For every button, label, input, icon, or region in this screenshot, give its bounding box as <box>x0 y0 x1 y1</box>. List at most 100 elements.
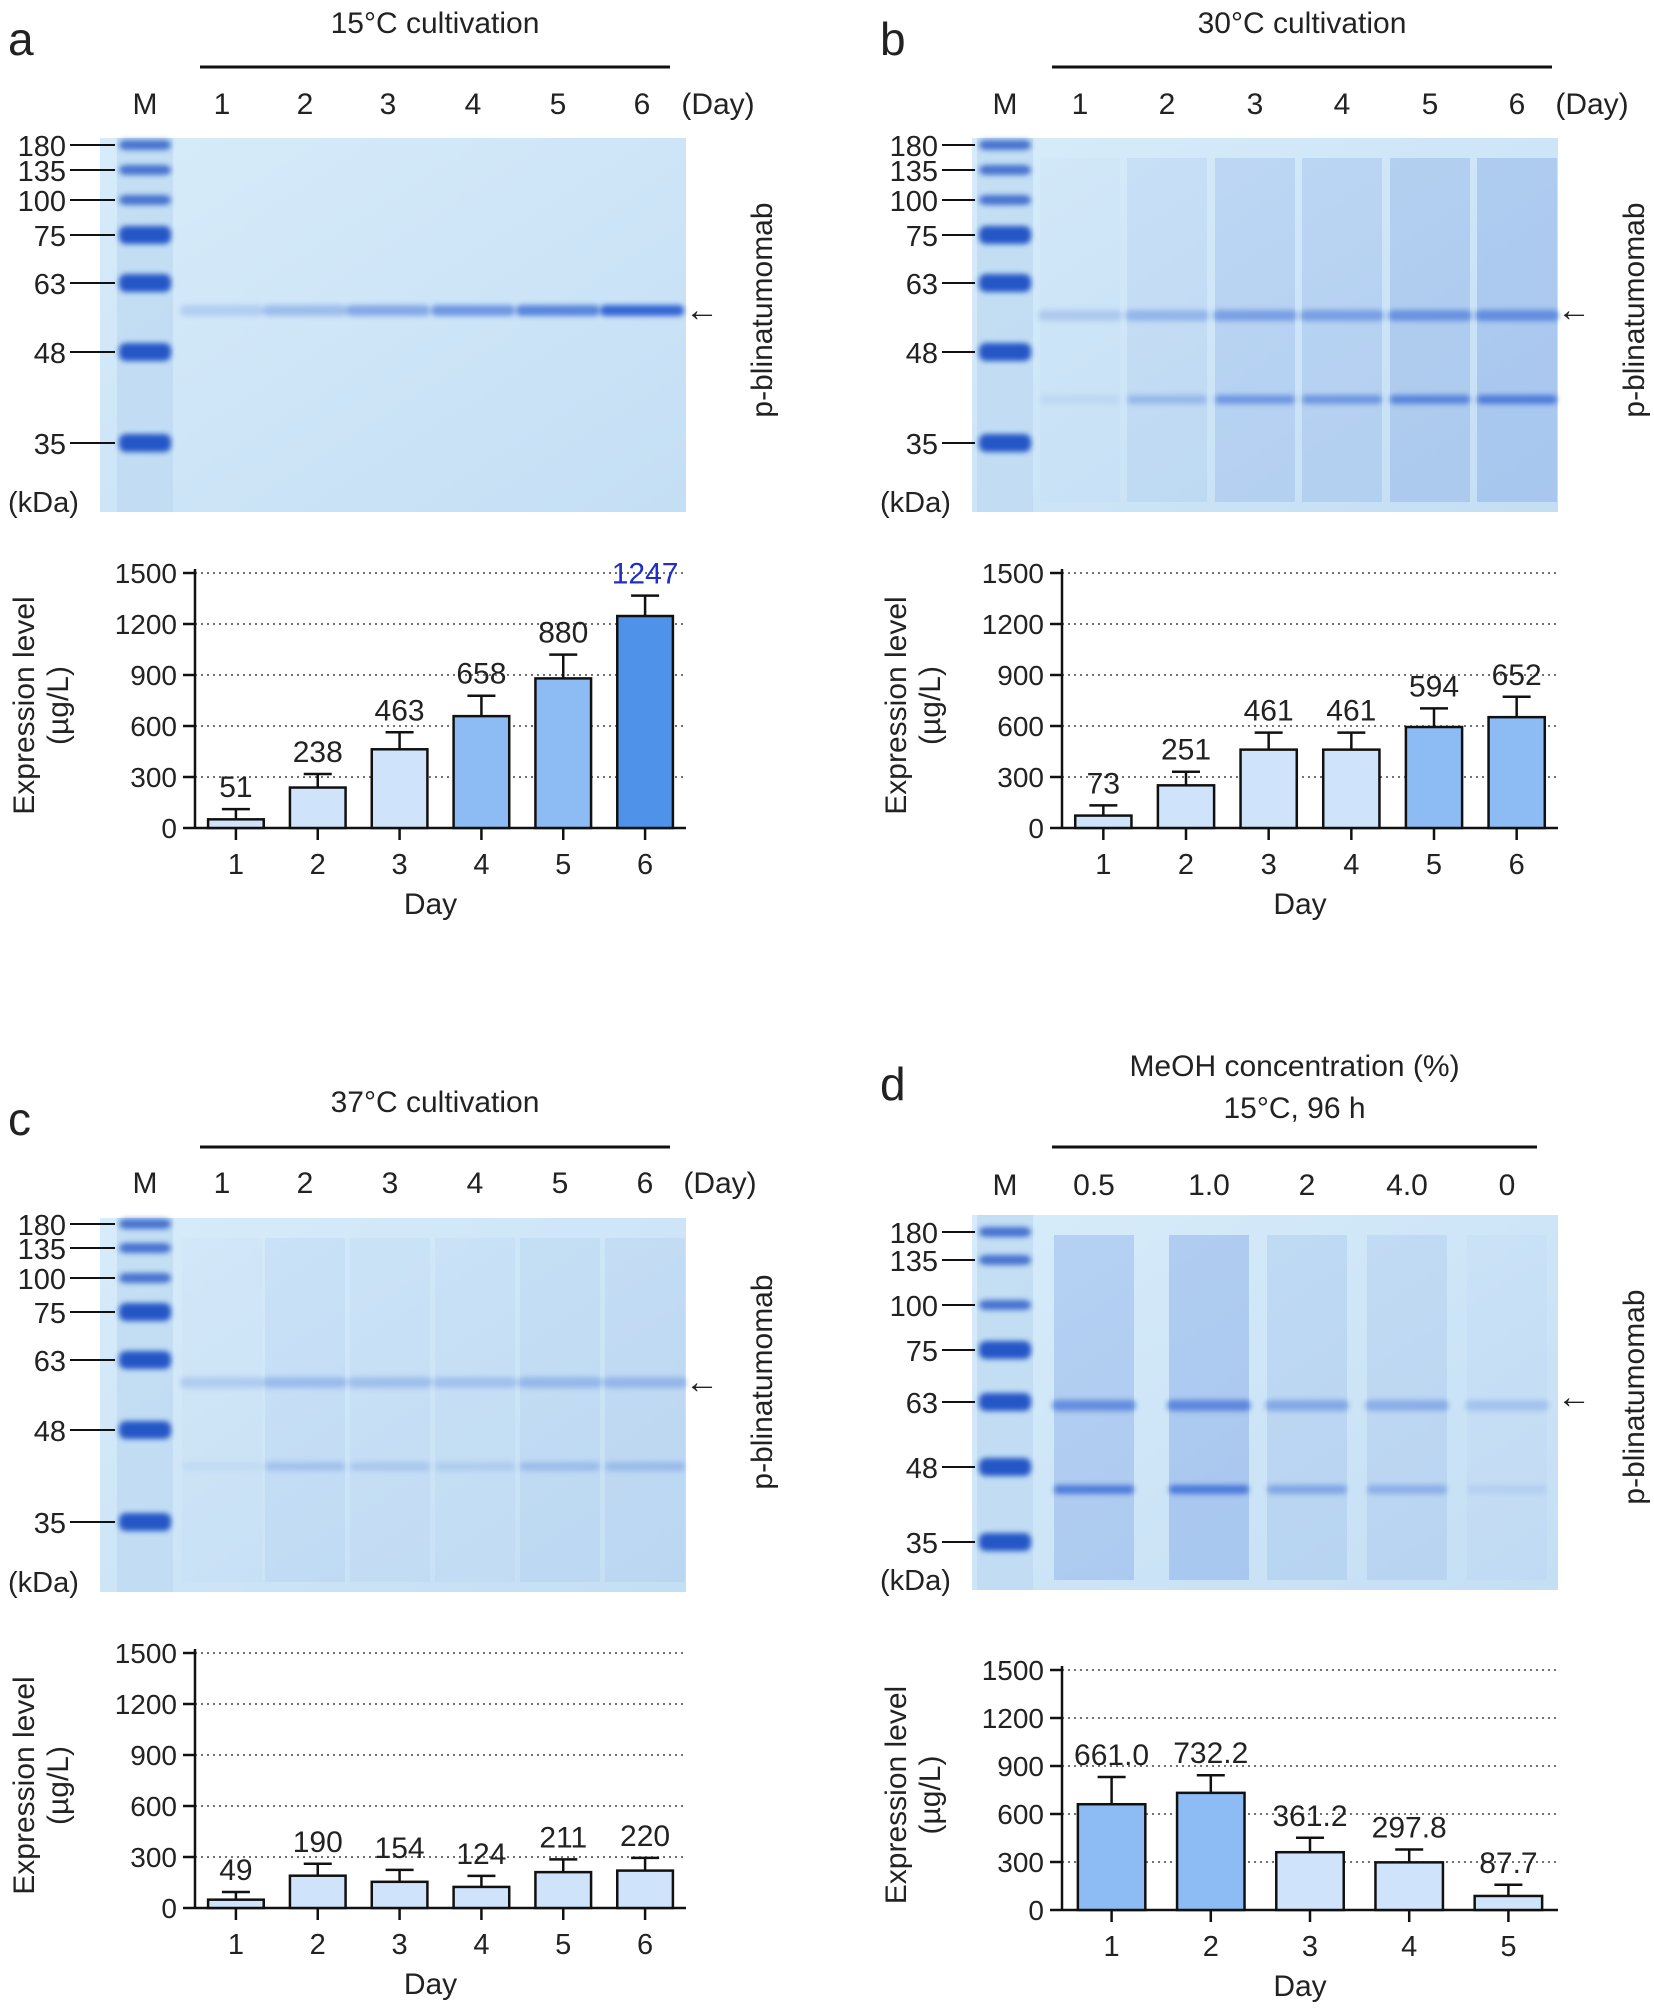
x-axis-title: Day <box>404 888 457 921</box>
marker-label: 35 <box>34 1508 66 1540</box>
target-band <box>433 1377 517 1388</box>
lane-label: 2 <box>297 88 314 121</box>
secondary-band <box>1477 395 1557 404</box>
lane-label: 4 <box>1334 88 1351 121</box>
panel-letter: b <box>880 13 906 65</box>
secondary-band <box>435 1462 515 1471</box>
x-tick-label: 4 <box>473 849 489 881</box>
lane-label: 1 <box>214 1167 231 1200</box>
secondary-band <box>1040 395 1120 404</box>
target-band <box>346 305 430 316</box>
marker-band <box>979 1341 1031 1359</box>
secondary-band <box>265 1462 345 1471</box>
x-tick-label: 5 <box>1426 849 1442 881</box>
y-tick-label: 900 <box>130 660 177 691</box>
marker-label: 135 <box>890 1246 938 1278</box>
gel-header-title: 15°C cultivation <box>331 7 540 40</box>
bar <box>206 818 265 830</box>
y-tick-label: 300 <box>130 762 177 793</box>
y-tick-label: 1500 <box>115 1638 177 1669</box>
marker-label: 100 <box>890 186 938 218</box>
x-tick-label: 2 <box>1178 849 1194 881</box>
bar <box>1076 1802 1147 1912</box>
secondary-band <box>1169 1485 1249 1494</box>
bar <box>1156 784 1216 830</box>
lane-label: 0 <box>1499 1169 1516 1202</box>
y-tick-label: 600 <box>130 711 177 742</box>
gel-image <box>100 1218 686 1592</box>
bar <box>534 677 593 830</box>
y-tick-label: 0 <box>161 1893 177 1924</box>
x-tick-label: 3 <box>392 1929 408 1961</box>
y-tick-label: 1500 <box>982 1655 1044 1686</box>
data-label: 49 <box>219 1854 252 1887</box>
data-label: 461 <box>1326 695 1376 728</box>
marker-label: 48 <box>906 338 938 370</box>
marker-band <box>119 1351 171 1369</box>
target-band <box>603 1377 687 1388</box>
panel-letter: d <box>880 1058 906 1110</box>
data-label: 238 <box>293 736 343 769</box>
y-tick-label: 1200 <box>982 609 1044 640</box>
marker-label: 75 <box>906 221 938 253</box>
lane-label: 2 <box>297 1167 314 1200</box>
bar <box>452 1885 511 1910</box>
lane-label: M <box>133 88 158 121</box>
y-tick-label: 900 <box>130 1740 177 1771</box>
marker-label: 48 <box>906 1453 938 1485</box>
x-tick-label: 1 <box>1104 1931 1120 1963</box>
lane-label: 6 <box>634 88 651 121</box>
bar <box>616 614 675 830</box>
x-axis-title: Day <box>1273 1970 1326 2003</box>
y-tick-label: 1200 <box>115 609 177 640</box>
data-label: 211 <box>539 1821 587 1854</box>
bar <box>452 714 511 830</box>
x-axis-title: Day <box>404 1968 457 2001</box>
y-tick-label: 900 <box>997 660 1044 691</box>
marker-label: 35 <box>34 429 66 461</box>
lane-smear <box>1215 158 1295 502</box>
x-tick-label: 3 <box>1261 849 1277 881</box>
kda-unit-label: (kDa) <box>8 1567 79 1599</box>
bar <box>616 1869 675 1910</box>
y-tick-label: 1200 <box>982 1703 1044 1734</box>
data-label: 463 <box>375 694 425 727</box>
lane-smear <box>1467 1235 1547 1580</box>
marker-band <box>979 1255 1031 1265</box>
marker-label: 135 <box>890 156 938 188</box>
bar <box>1321 748 1381 830</box>
target-band <box>1465 1400 1549 1411</box>
marker-label: 100 <box>18 186 66 218</box>
y-axis-title-unit: (µg/L) <box>42 1746 75 1825</box>
y-tick-label: 300 <box>997 762 1044 793</box>
marker-band <box>119 274 171 292</box>
lane-label: 1 <box>214 88 231 121</box>
marker-band <box>979 1393 1031 1411</box>
target-band <box>600 305 684 316</box>
marker-label: 75 <box>34 1298 66 1330</box>
marker-band <box>119 1219 171 1229</box>
lane-label: M <box>993 88 1018 121</box>
target-band <box>263 1377 347 1388</box>
bar <box>1404 725 1464 830</box>
marker-label: 180 <box>18 131 66 163</box>
marker-band <box>119 1303 171 1321</box>
marker-label: 48 <box>34 338 66 370</box>
data-label: 594 <box>1409 670 1459 703</box>
kda-unit-label: (kDa) <box>880 1565 951 1597</box>
lane-label: 4.0 <box>1386 1169 1428 1202</box>
marker-label: 63 <box>34 1346 66 1378</box>
marker-band <box>979 195 1031 205</box>
lane-label: 3 <box>380 88 397 121</box>
target-protein-label: p-blinatumomab <box>746 202 779 417</box>
target-arrow: ← <box>1557 1378 1591 1416</box>
lane-label: 3 <box>1247 88 1264 121</box>
target-protein-label: p-blinatumomab <box>746 1274 779 1489</box>
lane-label: 6 <box>637 1167 654 1200</box>
marker-label: 63 <box>906 269 938 301</box>
marker-band <box>119 1243 171 1253</box>
secondary-band <box>605 1462 685 1471</box>
x-tick-label: 2 <box>310 849 326 881</box>
secondary-band <box>1267 1485 1347 1494</box>
